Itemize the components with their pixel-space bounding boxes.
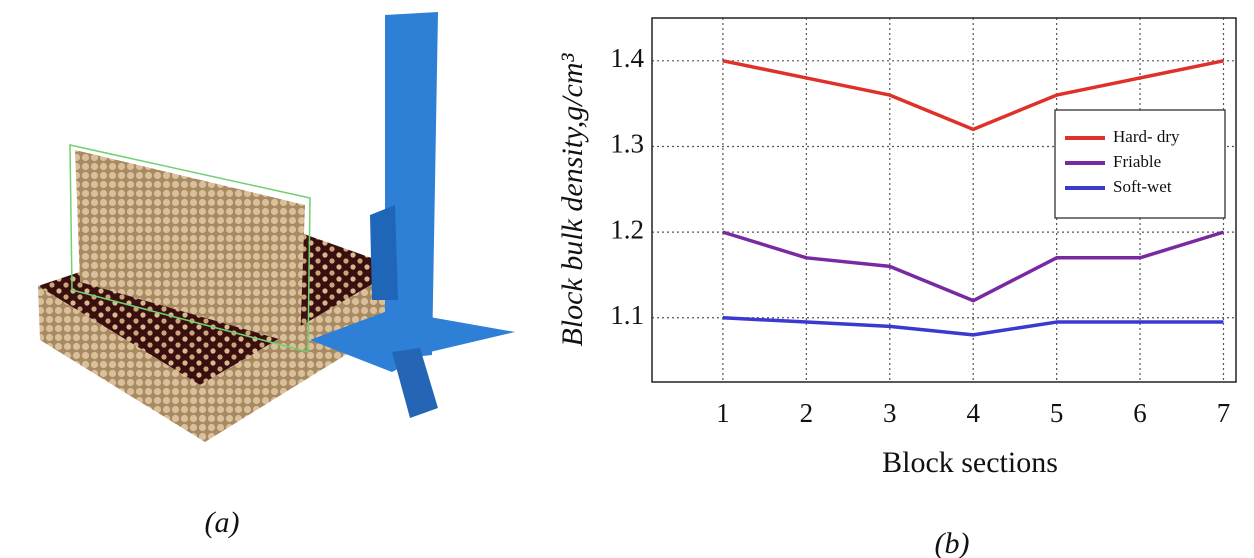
y-tick-label: 1.2 (610, 214, 644, 244)
legend-label: Hard- dry (1113, 127, 1180, 146)
x-axis-title: Block sections (882, 446, 1058, 479)
legend-label: Friable (1113, 152, 1161, 171)
x-tick-label: 7 (1217, 398, 1231, 428)
figure: (a) (b) Block sections Block bulk densit… (0, 0, 1254, 558)
tine-foot (392, 348, 438, 418)
series-line (723, 232, 1224, 301)
x-tick-label: 5 (1050, 398, 1064, 428)
caption: (a) (205, 506, 240, 539)
x-tick-label: 6 (1133, 398, 1147, 428)
y-tick-label: 1.3 (610, 129, 644, 159)
series-line (723, 318, 1224, 335)
caption: (b) (935, 527, 970, 558)
y-tick-label: 1.4 (610, 43, 644, 73)
y-axis-title: Block bulk density,g/cm³ (556, 52, 589, 346)
tine-shank (370, 205, 398, 300)
x-tick-label: 4 (966, 398, 980, 428)
x-tick-label: 1 (716, 398, 730, 428)
x-tick-label: 3 (883, 398, 897, 428)
y-tick-label: 1.1 (610, 300, 644, 330)
x-tick-label: 2 (800, 398, 814, 428)
tine-shaft (385, 12, 438, 360)
legend-label: Soft-wet (1113, 177, 1172, 196)
soil-bin-illustration (38, 12, 515, 442)
